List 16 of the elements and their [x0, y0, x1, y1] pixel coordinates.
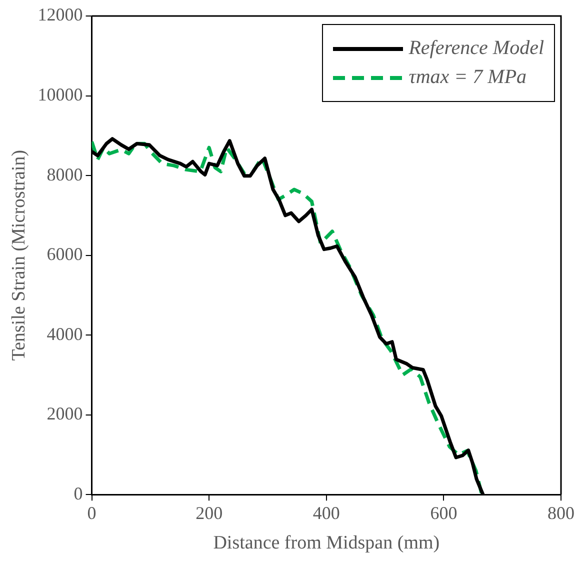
y-tick-label: 4000 — [46, 324, 83, 344]
x-tick-label: 200 — [196, 503, 223, 524]
x-tick-label: 0 — [87, 503, 96, 524]
y-tick-label: 2000 — [46, 404, 83, 424]
x-tick-label: 400 — [312, 503, 340, 524]
y-tick-label: 12000 — [38, 4, 83, 25]
x-tick-label: 600 — [430, 503, 458, 524]
y-tick-label: 10000 — [38, 84, 83, 104]
y-tick-label: 0 — [74, 483, 83, 504]
x-tick-label: 800 — [548, 503, 574, 524]
legend-label: Reference Model — [408, 37, 544, 60]
legend-label: τmax = 7 MPa — [408, 66, 527, 89]
y-tick-label: 8000 — [46, 164, 83, 184]
y-tick-label: 6000 — [46, 244, 83, 264]
y-axis-title: Tensile Strain (Microstrain) — [8, 150, 30, 361]
x-axis-title: Distance from Midspan (mm) — [213, 532, 440, 554]
